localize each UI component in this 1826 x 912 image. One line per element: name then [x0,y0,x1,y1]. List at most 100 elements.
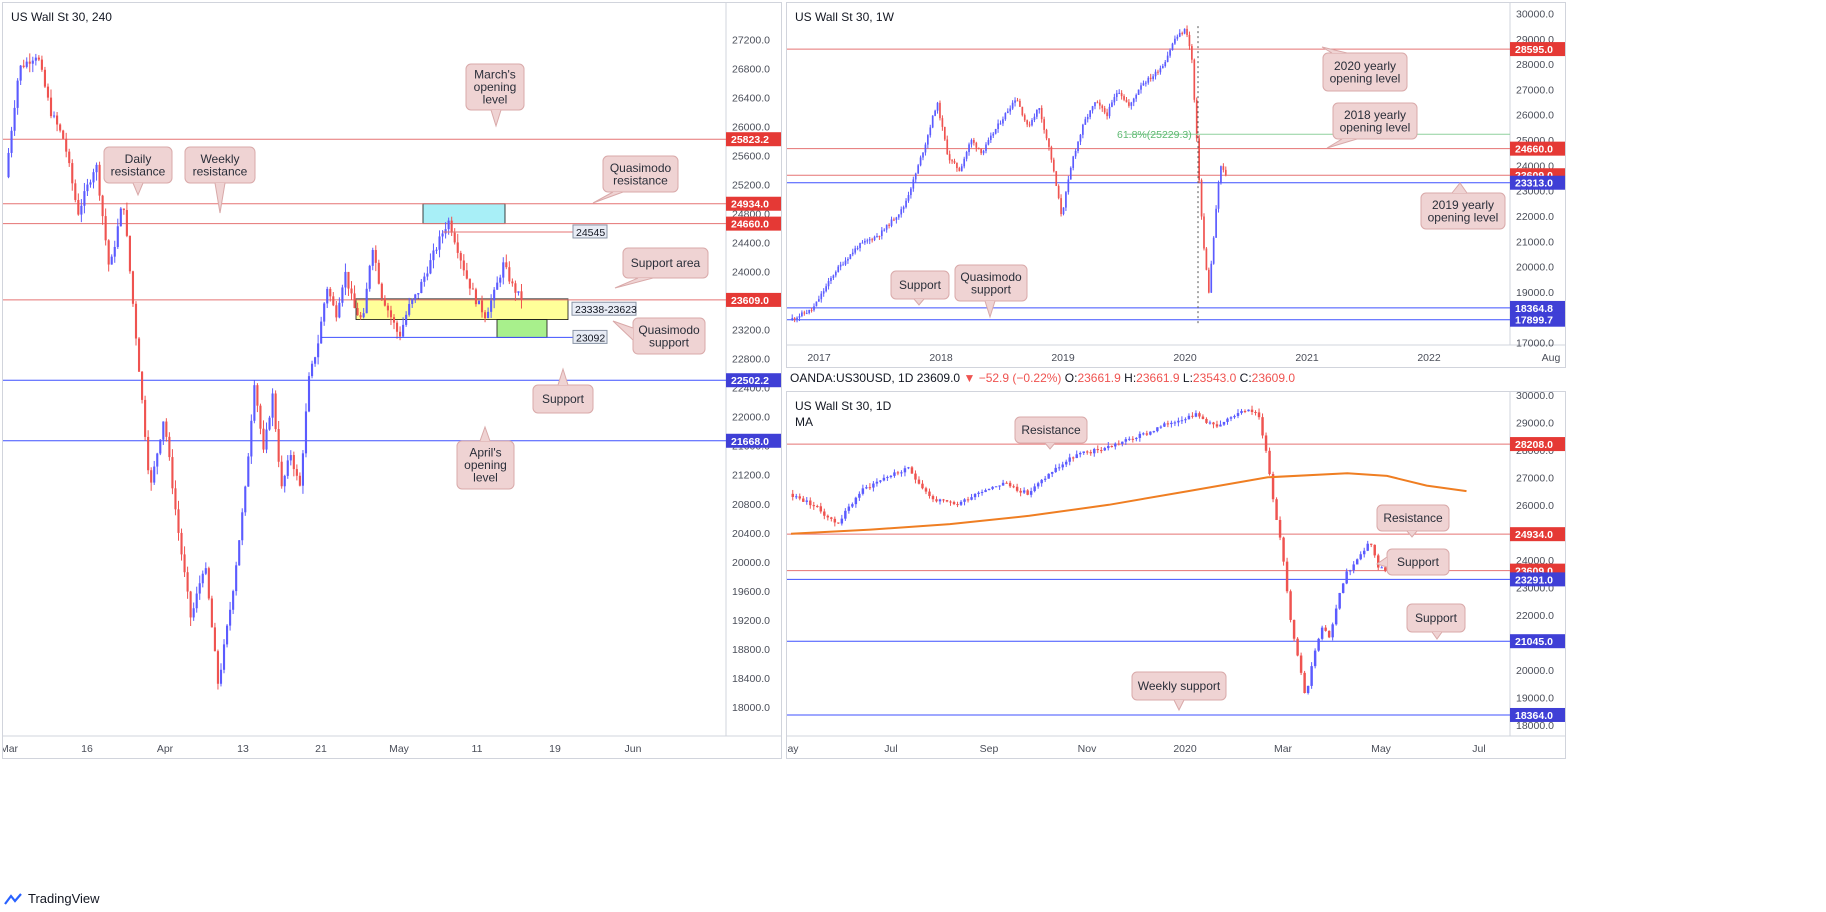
weekly-chart-panel[interactable]: US Wall St 30, 1W17000.018000.019000.020… [786,2,1566,368]
candle [907,195,910,201]
candle [332,296,335,306]
candle [812,505,816,507]
svg-text:opening: opening [474,80,517,94]
candle [265,429,268,450]
candle [28,61,31,64]
candle [956,504,959,506]
x-tick-label: May [389,743,410,755]
candle [162,421,165,440]
candle [1067,179,1070,193]
candle [34,57,37,61]
level-price-box [1510,42,1565,57]
candle [936,102,939,111]
price-tag-label: 24545 [576,227,605,239]
candle [414,294,417,300]
candle [861,242,864,244]
y-tick-label: 30000.0 [1516,392,1554,402]
level-price-label: 21045.0 [1515,636,1553,648]
tradingview-footer[interactable]: TradingView [4,891,100,906]
callout-resistance-right: Resistance [1376,504,1450,538]
weekly-chart[interactable]: US Wall St 30, 1W17000.018000.019000.020… [787,3,1565,367]
candle [1036,483,1040,487]
candle [968,144,970,153]
candle [77,199,80,215]
svg-text:2019 yearly: 2019 yearly [1432,198,1494,212]
candle [798,496,801,499]
candle [286,460,289,476]
candle [10,130,13,153]
candle [1128,102,1130,106]
candle [893,219,895,221]
daily-chart-panel[interactable]: US Wall St 30, 1D MA 18000.0 19000.0 20000.0… [786,390,1566,759]
candle [505,262,508,268]
candle [1016,100,1019,102]
svg-text:resistance: resistance [111,164,166,178]
candle [156,453,159,467]
svg-text:Weekly: Weekly [200,152,239,166]
candle [912,179,915,189]
candle [1057,467,1061,469]
y-tick-label: 20000.0 [732,557,770,569]
candle [1108,106,1111,117]
svg-text:Resistance: Resistance [1383,511,1443,525]
candle [1106,112,1108,117]
candle [958,168,961,172]
svg-text:resistance: resistance [193,164,248,178]
candle [183,554,186,573]
candle [1068,457,1071,462]
candle [897,214,900,218]
candle [277,429,280,462]
y-tick-label: 22800.0 [732,354,770,366]
candle [938,499,942,502]
candle [924,144,927,153]
h4-chart-panel[interactable]: US Wall St 30, 240 18000.0 18400.0 18800.0 1… [0,2,782,759]
candle [984,490,987,493]
candle [1061,464,1064,468]
candle [1121,441,1124,444]
candle [1065,192,1067,208]
candle [1128,438,1131,440]
candle [1033,486,1036,492]
candle [453,232,456,243]
candle [942,499,945,501]
y-tick-label: 26000.0 [1516,110,1554,122]
svg-text:Support: Support [1397,555,1440,569]
candle [371,249,374,266]
y-tick-label: 25600.0 [732,150,770,162]
candle [353,293,356,309]
candle [888,224,890,226]
candle [830,517,833,519]
candle [74,183,77,200]
candle [1021,106,1024,116]
candle [1191,415,1194,417]
candle [1292,619,1296,639]
candle [134,303,138,339]
candle [56,115,59,125]
candle [1324,627,1327,631]
candle [1338,592,1341,609]
candle [1012,486,1015,488]
candle [1043,119,1045,130]
candle [1278,519,1282,538]
candle [219,669,223,684]
candle [1271,474,1275,500]
candle [1299,655,1303,673]
candle [949,501,952,503]
y-tick-label: 23200.0 [732,325,770,337]
candle [429,260,432,274]
candle [864,240,866,243]
candle [1169,50,1171,56]
candle [1117,443,1121,445]
candle [192,608,195,618]
svg-text:Resistance: Resistance [1021,423,1081,437]
candle [1310,666,1313,686]
candle [49,97,53,117]
price-tag-box [572,224,608,239]
candle [1166,423,1170,425]
candle [928,491,931,497]
h4-chart[interactable]: US Wall St 30, 240 18000.0 18400.0 18800.0 1… [0,3,781,758]
daily-chart[interactable]: US Wall St 30, 1D MA 18000.0 19000.0 20000.0… [787,390,1565,758]
candle [374,249,377,263]
candle [989,135,992,141]
